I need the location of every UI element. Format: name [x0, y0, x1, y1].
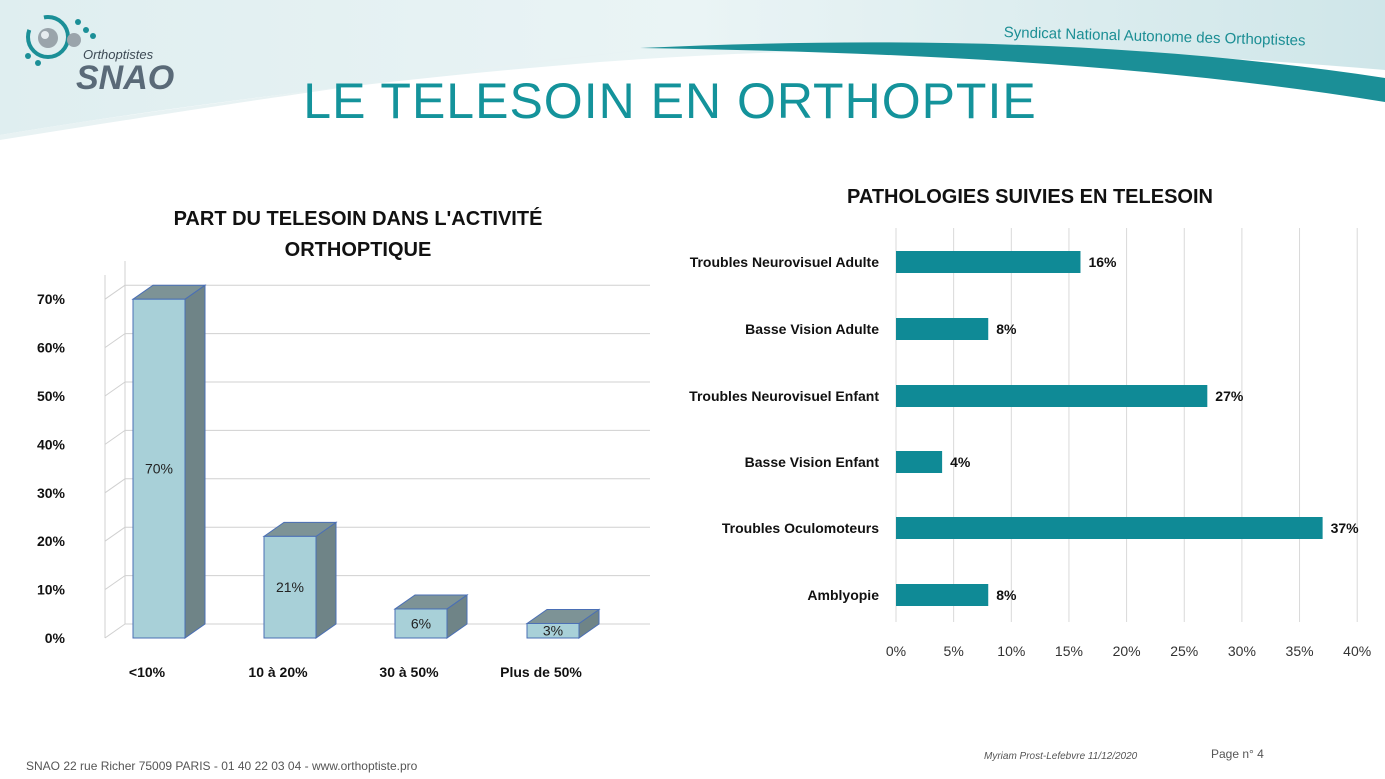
category-label: Troubles Oculomoteurs	[722, 520, 879, 536]
bar-side	[184, 284, 206, 639]
gridline-side	[104, 575, 126, 591]
data-label: 21%	[276, 579, 304, 595]
x-tick-label: 40%	[1343, 643, 1371, 659]
x-tick-label: 30%	[1228, 643, 1256, 659]
snao-logo: Orthoptistes SNAO	[8, 8, 198, 97]
bar	[896, 251, 1081, 273]
x-tick-label: 20%	[1113, 643, 1141, 659]
gridline-side	[104, 623, 126, 639]
bar	[132, 298, 186, 639]
x-tick-label: 10 à 20%	[248, 664, 308, 680]
x-tick-label: 10%	[997, 643, 1025, 659]
category-label: Amblyopie	[807, 587, 879, 603]
y-tick-label: 50%	[37, 388, 66, 404]
bar-side	[315, 521, 337, 639]
page-title: LE TELESOIN EN ORTHOPTIE	[303, 73, 1037, 129]
gridline-side	[104, 333, 126, 349]
data-label: 37%	[1331, 520, 1360, 536]
bar	[896, 385, 1208, 407]
gridline-side	[104, 429, 126, 445]
header-banner	[0, 0, 1385, 140]
x-tick-label: 15%	[1055, 643, 1083, 659]
data-label: 4%	[950, 454, 971, 470]
x-tick-label: Plus de 50%	[500, 664, 582, 680]
x-tick-label: 35%	[1286, 643, 1314, 659]
gridline-side	[104, 478, 126, 494]
data-label: 27%	[1215, 388, 1244, 404]
left-chart-title-line2: ORTHOPTIQUE	[284, 239, 432, 261]
bar	[526, 622, 580, 639]
y-tick-label: 60%	[37, 340, 66, 356]
y-tick-label: 20%	[37, 533, 66, 549]
x-tick-label: 25%	[1170, 643, 1198, 659]
left-chart-title-line1: PART DU TELESOIN DANS L'ACTIVITÉ	[173, 208, 543, 230]
x-tick-label: 30 à 50%	[379, 664, 439, 680]
y-tick-label: 40%	[37, 436, 66, 452]
x-tick-label: 0%	[886, 643, 906, 659]
data-label: 16%	[1088, 254, 1117, 270]
data-label: 8%	[996, 587, 1017, 603]
logo-subtitle: Orthoptistes	[83, 47, 154, 62]
bar	[896, 584, 989, 606]
activity-share-chart: 0% 10% 20% 30% 40% 50% 60% 70% 70% <10% 21% 10 à 20…	[37, 261, 650, 680]
pathologies-chart: 0% 5% 10% 15% 20% 25% 30% 35% 40% 16% Troubles Neu…	[689, 228, 1371, 659]
bar	[896, 318, 989, 340]
logo-emblem	[25, 15, 96, 66]
data-label: 3%	[543, 623, 563, 639]
y-tick-label: 10%	[37, 582, 66, 598]
right-chart-title: PATHOLOGIES SUIVIES EN TELESOIN	[847, 186, 1213, 208]
gridline-side	[104, 526, 126, 542]
logo-wordmark: SNAO	[76, 59, 175, 97]
footer-author: Myriam Prost-Lefebvre 11/12/2020	[984, 751, 1138, 762]
data-label: 70%	[145, 461, 173, 477]
x-tick-label: <10%	[129, 664, 166, 680]
category-label: Basse Vision Enfant	[745, 454, 880, 470]
y-tick-label: 30%	[37, 485, 66, 501]
category-label: Basse Vision Adulte	[745, 321, 879, 337]
y-tick-label: 0%	[45, 630, 66, 646]
gridline-side	[104, 381, 126, 397]
data-label: 6%	[411, 615, 431, 631]
x-tick-label: 5%	[944, 643, 964, 659]
category-label: Troubles Neurovisuel Adulte	[690, 254, 880, 270]
bar	[896, 451, 943, 473]
bar	[263, 535, 317, 639]
page-number: Page n° 4	[1211, 747, 1264, 761]
bar	[896, 517, 1323, 539]
left-chart-title: PART DU TELESOIN DANS L'ACTIVITÉ ORTHOPT…	[150, 204, 566, 266]
data-label: 8%	[996, 321, 1017, 337]
footer-address: SNAO 22 rue Richer 75009 PARIS - 01 40 2…	[26, 759, 418, 773]
category-label: Troubles Neurovisuel Enfant	[689, 388, 879, 404]
y-tick-label: 70%	[37, 291, 66, 307]
gridline-side	[104, 284, 126, 300]
bar	[394, 608, 448, 639]
